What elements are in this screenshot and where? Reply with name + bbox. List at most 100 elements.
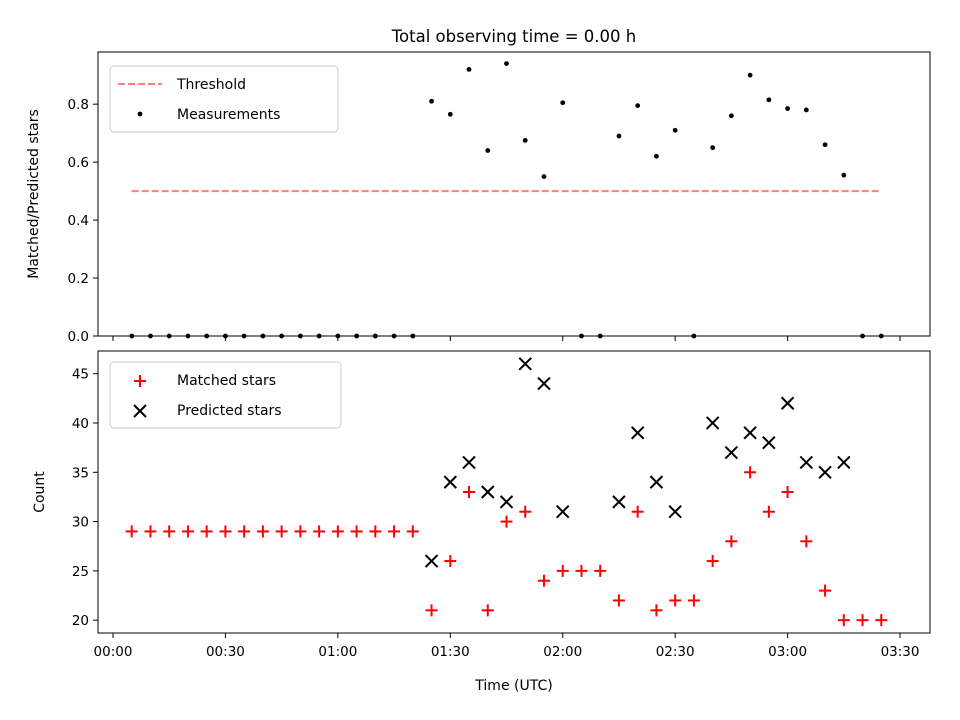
- chart-title: Total observing time = 0.00 h: [391, 27, 636, 46]
- top-y-axis-label: Matched/Predicted stars: [26, 109, 42, 279]
- legend-predicted-label: Predicted stars: [177, 403, 282, 419]
- measurement-point: [616, 133, 622, 139]
- x-tick-label: 01:30: [431, 644, 470, 660]
- measurement-point: [841, 172, 847, 178]
- x-tick-label: 03:00: [768, 644, 807, 660]
- matched-star-point: [575, 564, 588, 577]
- predicted-star-point: [499, 495, 514, 509]
- predicted-star-point: [649, 475, 664, 489]
- predicted-star-point: [612, 495, 626, 509]
- measurement-point: [429, 98, 434, 104]
- measurement-point: [766, 97, 772, 103]
- bottom-y-tick-label: 45: [72, 367, 89, 383]
- x-tick-label: 00:30: [206, 644, 245, 660]
- matched-star-point: [687, 594, 700, 607]
- measurement-point: [541, 174, 547, 180]
- bottom-series-layer: [125, 357, 888, 627]
- matched-star-point: [313, 525, 326, 538]
- predicted-star-point: [705, 416, 720, 430]
- matched-star-point: [612, 594, 625, 607]
- x-tick-label: 01:00: [318, 644, 357, 660]
- predicted-star-point: [799, 455, 814, 470]
- matched-star-point: [200, 525, 213, 538]
- top-panel: Total observing time = 0.00 h 0.00.20.40…: [26, 27, 931, 345]
- legend-threshold-label: Threshold: [176, 77, 246, 93]
- matched-star-point: [837, 614, 850, 627]
- measurement-point: [504, 61, 509, 66]
- bottom-y-tick-label: 35: [72, 465, 89, 481]
- predicted-star-point: [818, 465, 832, 479]
- matched-star-point: [463, 486, 476, 498]
- matched-star-point: [444, 555, 457, 568]
- matched-star-point: [500, 515, 513, 528]
- top-y-tick-label: 0.0: [68, 329, 89, 345]
- measurement-point: [522, 137, 528, 143]
- top-y-tick-label: 0.4: [68, 213, 89, 229]
- bottom-axes-frame: [97, 350, 931, 634]
- measurement-point: [635, 103, 641, 109]
- matched-star-point: [706, 555, 719, 568]
- x-tick-label: 03:30: [881, 644, 920, 660]
- measurement-point: [785, 106, 790, 111]
- matched-star-point: [331, 525, 344, 538]
- predicted-star-point: [762, 435, 776, 450]
- bottom-tick-layer: 20 25 30 35 40 45 00:00 00:30 01:00 01:30 02:00 02:…: [72, 367, 920, 660]
- x-axis-label: Time (UTC): [474, 678, 552, 694]
- legend-matched-swatch: [134, 375, 146, 387]
- measurement-point: [747, 72, 753, 78]
- measurement-point: [654, 153, 659, 159]
- matched-star-point: [650, 604, 663, 617]
- bottom-y-axis-label: Count: [32, 471, 48, 513]
- predicted-star-point: [556, 505, 570, 519]
- top-axes-frame: [97, 51, 931, 337]
- predicted-star-point: [837, 455, 851, 470]
- predicted-star-point: [537, 376, 551, 391]
- matched-star-point: [537, 574, 550, 587]
- measurement-point: [560, 100, 566, 106]
- bottom-y-tick-label: 40: [72, 416, 89, 432]
- matched-star-point: [744, 466, 757, 479]
- top-y-tick-label: 0.8: [68, 97, 89, 113]
- matched-star-point: [144, 525, 157, 538]
- matched-star-point: [594, 564, 607, 577]
- matched-star-point: [275, 525, 288, 538]
- x-tick-label: 02:30: [656, 644, 695, 660]
- legend-measurements-label: Measurements: [177, 107, 280, 123]
- matched-star-point: [388, 525, 401, 538]
- top-legend-box: [109, 65, 339, 133]
- measurement-point: [447, 111, 453, 117]
- measurement-point: [485, 148, 491, 153]
- matched-star-point: [425, 604, 438, 617]
- matched-star-point: [762, 505, 775, 518]
- predicted-star-point: [630, 426, 645, 440]
- matched-star-point: [350, 525, 363, 538]
- measurement-point: [728, 113, 734, 119]
- predicted-star-point: [724, 445, 739, 460]
- matched-star-point: [800, 535, 813, 548]
- matched-star-point: [519, 505, 532, 518]
- predicted-star-point: [518, 357, 532, 371]
- x-tick-label: 02:00: [543, 644, 582, 660]
- predicted-star-point: [743, 426, 757, 440]
- predicted-star-point: [424, 554, 439, 568]
- x-tick-label: 00:00: [94, 644, 133, 660]
- bottom-y-tick-label: 30: [72, 515, 89, 531]
- measurement-point: [672, 127, 678, 133]
- top-y-tick-label: 0.6: [68, 155, 89, 171]
- legend-measurements-swatch: [137, 111, 143, 117]
- matched-star-point: [819, 584, 832, 597]
- bottom-y-tick-label: 20: [72, 613, 89, 629]
- bottom-y-tick-label: 25: [72, 564, 89, 580]
- matched-star-point: [163, 525, 176, 538]
- matched-star-point: [875, 614, 888, 627]
- matched-star-point: [481, 604, 494, 617]
- matched-star-point: [125, 525, 138, 538]
- predicted-star-point: [443, 475, 457, 489]
- bottom-panel: 20 25 30 35 40 45 00:00 00:30 01:00 01:30 02:00 02:…: [32, 350, 931, 694]
- matched-star-point: [294, 525, 307, 538]
- measurement-point: [710, 145, 716, 151]
- top-tick-layer: 0.0 0.2 0.4 0.6 0.8: [68, 97, 901, 345]
- legend-matched-label: Matched stars: [177, 373, 276, 389]
- predicted-star-point: [668, 505, 682, 519]
